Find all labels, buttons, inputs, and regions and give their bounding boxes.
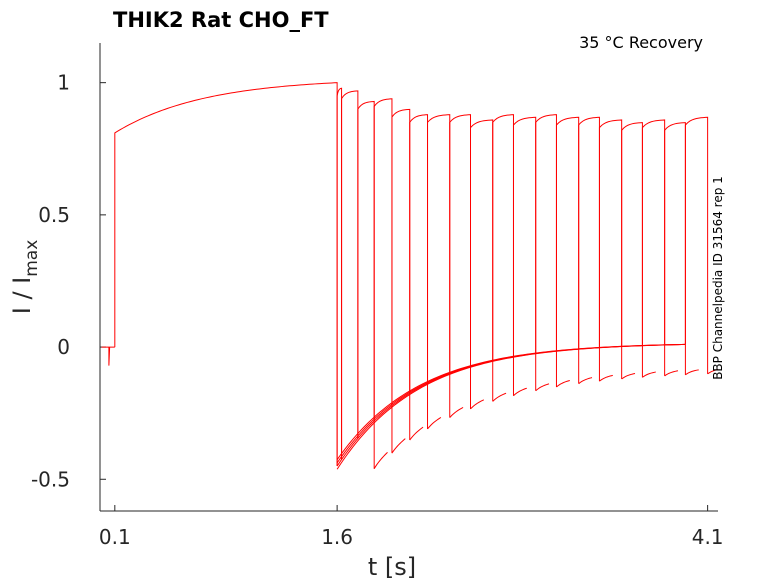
- x-tick-label: 4.1: [692, 525, 724, 549]
- recovery-pulse: [664, 122, 686, 375]
- y-tick-label: 0.5: [38, 203, 70, 227]
- tail-current-lower: [707, 369, 719, 375]
- tail-current-lower: [642, 371, 656, 378]
- recovery-pulse: [336, 87, 343, 467]
- recovery-pulse: [470, 119, 494, 402]
- y-tick-label: 0: [57, 335, 70, 359]
- tail-current-upper: [336, 343, 686, 467]
- tail-current-lower: [599, 374, 613, 382]
- y-axis-label-main: I / I: [8, 277, 36, 315]
- x-tick-label: 1.6: [321, 525, 353, 549]
- recovery-pulse: [373, 98, 393, 454]
- x-ticks: 0.1 1.6 4.1: [99, 505, 724, 549]
- y-tick-label: 1: [57, 71, 70, 95]
- x-axis-label: t [s]: [368, 553, 416, 581]
- temperature-annotation: 35 °C Recovery: [579, 33, 703, 52]
- recovery-pulse: [684, 116, 709, 374]
- recovery-pulse: [641, 119, 666, 376]
- recovery-pulse: [391, 108, 411, 441]
- tail-current-lower: [470, 399, 485, 410]
- y-tick-label: -0.5: [31, 467, 70, 491]
- y-axis-label-subscript: max: [22, 240, 42, 277]
- tail-current-lower: [685, 369, 699, 376]
- recovery-pulse: [512, 116, 537, 391]
- y-axis-label: I / Imax: [8, 240, 42, 315]
- tail-current-lower: [391, 438, 406, 454]
- recovery-pulse: [409, 114, 429, 429]
- tail-current-lower: [373, 452, 388, 469]
- tail-current-lower: [535, 383, 550, 392]
- baseline-trace: [101, 346, 115, 366]
- recovery-pulse: [578, 116, 600, 382]
- recovery-pulse: [535, 114, 557, 387]
- tail-current-upper: [336, 343, 686, 464]
- tail-current-lower: [492, 392, 507, 402]
- recovery-pulse: [598, 119, 623, 380]
- tail-current-lower: [556, 380, 570, 388]
- x-tick-label: 0.1: [99, 525, 131, 549]
- chart-title: THIK2 Rat CHO_FT: [113, 8, 329, 32]
- tail-current-lower: [621, 373, 636, 380]
- recovery-pulse: [492, 114, 514, 396]
- channelpedia-id-label: BBP Channelpedia ID 31564 rep 1: [711, 176, 725, 380]
- recovery-pulse: [357, 100, 375, 469]
- tail-current-lower: [427, 417, 442, 430]
- recovery-pulse: [449, 114, 472, 409]
- tail-current-lower: [409, 426, 424, 441]
- tail-current-lower: [578, 377, 593, 385]
- tail-current-lower: [664, 370, 679, 377]
- recovery-pulse: [427, 114, 451, 418]
- tail-current-lower: [513, 387, 527, 397]
- recovery-pulse: [555, 116, 580, 384]
- y-ticks: 1 0.5 0 -0.5: [31, 71, 106, 491]
- tail-current-upper: [336, 343, 686, 460]
- tail-current-lower: [449, 406, 464, 418]
- tail-current-upper: [336, 343, 686, 470]
- recovery-pulse: [621, 122, 643, 378]
- prepulse-trace: [114, 82, 338, 467]
- current-traces: [101, 82, 719, 470]
- recovery-pulse: [341, 90, 359, 460]
